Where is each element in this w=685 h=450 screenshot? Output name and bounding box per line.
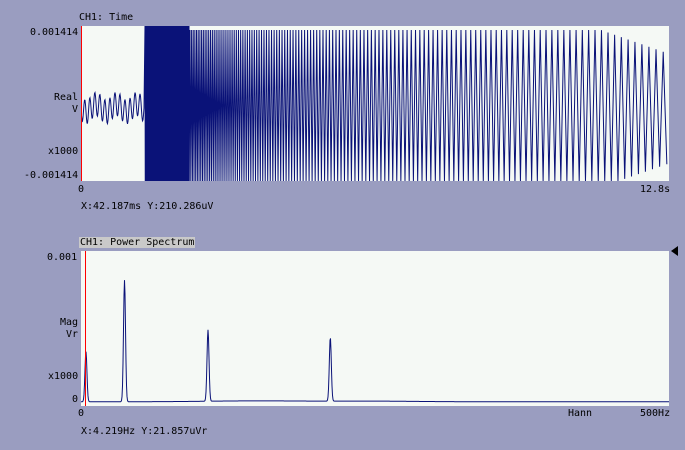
spectrum-x-max-label: 500Hz (640, 408, 671, 419)
spectrum-y-scale-label: x1000 (48, 371, 79, 382)
spectrum-y-max-label: 0.001 (47, 252, 78, 263)
time-plot-area[interactable] (81, 26, 669, 181)
panel-selected-marker-icon (671, 246, 678, 256)
spectrum-y-unit-vr: Vr (66, 329, 79, 340)
spectrum-plot-area[interactable] (81, 251, 669, 406)
time-y-min-label: -0.001414 (24, 170, 79, 181)
spectrum-y-min-label: 0 (72, 394, 79, 405)
spectrum-cursor-readout: X:4.219Hz Y:21.857uVr (81, 426, 208, 437)
time-waveform-trace (81, 26, 668, 181)
time-y-scale-label: x1000 (48, 146, 79, 157)
time-waveform-svg (81, 26, 668, 181)
spectrum-panel-title: CH1: Power Spectrum (79, 237, 196, 248)
time-y-unit-v: V (72, 104, 79, 115)
spectrum-title-text: CH1: Power Spectrum (79, 237, 196, 248)
time-panel-title: CH1: Time (79, 12, 134, 23)
time-x-max-label: 12.8s (640, 184, 671, 195)
time-y-unit-real: Real (54, 92, 79, 103)
time-x-min-label: 0 (78, 184, 85, 195)
spectrum-window-label: Hann (568, 408, 593, 419)
spectrum-x-min-label: 0 (78, 408, 85, 419)
spectrum-y-unit-mag: Mag (60, 317, 79, 328)
time-cursor-readout: X:42.187ms Y:210.286uV (81, 201, 214, 212)
time-y-max-label: 0.001414 (30, 27, 79, 38)
spectrum-trace (81, 280, 669, 403)
spectrum-svg (81, 251, 669, 406)
